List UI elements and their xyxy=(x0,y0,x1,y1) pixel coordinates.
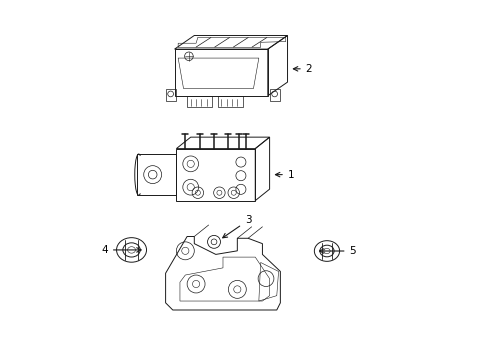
Text: 3: 3 xyxy=(222,215,251,238)
Text: 1: 1 xyxy=(275,170,294,180)
Text: 4: 4 xyxy=(101,245,141,255)
Text: 5: 5 xyxy=(319,246,355,256)
Text: 2: 2 xyxy=(293,64,312,74)
